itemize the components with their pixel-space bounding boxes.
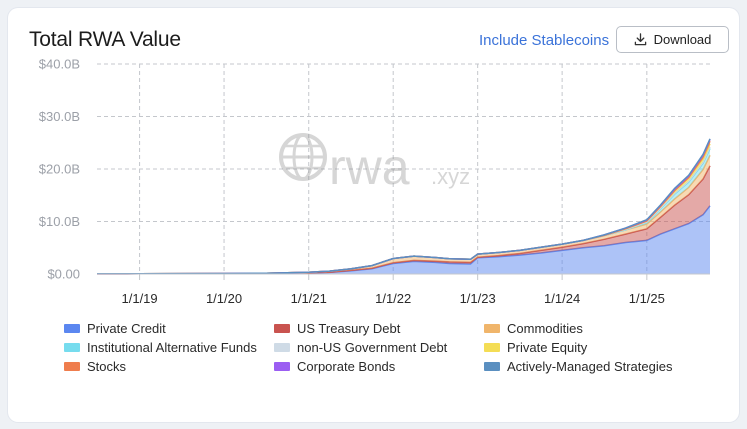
legend-label: non-US Government Debt bbox=[297, 339, 448, 355]
legend-swatch bbox=[64, 342, 80, 352]
watermark-suffix: .xyz bbox=[431, 164, 470, 189]
watermark: rwa .xyz bbox=[279, 133, 470, 195]
stacked-areas bbox=[96, 138, 711, 275]
y-tick-label: $40.0B bbox=[39, 57, 80, 72]
legend-item[interactable]: Private Credit bbox=[64, 320, 274, 336]
chart-legend: Private Credit US Treasury Debt Commoditie… bbox=[64, 320, 704, 374]
legend-label: Private Credit bbox=[87, 320, 166, 336]
x-tick-label: 1/1/21 bbox=[291, 291, 327, 306]
legend-label: Actively-Managed Strategies bbox=[507, 358, 673, 374]
x-tick-label: 1/1/25 bbox=[629, 291, 665, 306]
legend-item[interactable]: Actively-Managed Strategies bbox=[484, 358, 694, 374]
legend-swatch bbox=[274, 342, 290, 352]
legend-swatch bbox=[274, 323, 290, 333]
legend-item[interactable]: Stocks bbox=[64, 358, 274, 374]
include-stablecoins-link[interactable]: Include Stablecoins bbox=[479, 32, 610, 49]
legend-swatch bbox=[484, 342, 500, 352]
globe-icon bbox=[279, 133, 327, 181]
x-tick-label: 1/1/19 bbox=[122, 291, 158, 306]
legend-label: Corporate Bonds bbox=[297, 358, 396, 374]
legend-swatch bbox=[484, 361, 500, 371]
watermark-text: rwa bbox=[329, 139, 410, 195]
legend-item[interactable]: Private Equity bbox=[484, 339, 694, 355]
x-tick-label: 1/1/23 bbox=[460, 291, 496, 306]
chart-axes: $0.00 $10.0B $20.0B $30.0B $40.0B 1/1/19 1/1/2… bbox=[39, 57, 710, 306]
legend-swatch bbox=[64, 323, 80, 333]
y-tick-label: $20.0B bbox=[39, 162, 80, 177]
download-label: Download bbox=[653, 32, 712, 47]
legend-item[interactable]: Commodities bbox=[484, 320, 694, 336]
download-button[interactable]: Download bbox=[616, 26, 729, 53]
x-tick-label: 1/1/20 bbox=[206, 291, 242, 306]
legend-item[interactable]: Institutional Alternative Funds bbox=[64, 339, 274, 355]
legend-item[interactable]: Corporate Bonds bbox=[274, 358, 484, 374]
y-tick-label: $0.00 bbox=[47, 267, 80, 282]
x-tick-label: 1/1/24 bbox=[544, 291, 580, 306]
legend-swatch bbox=[484, 323, 500, 333]
legend-label: Institutional Alternative Funds bbox=[87, 339, 257, 355]
legend-label: Private Equity bbox=[507, 339, 588, 355]
legend-item[interactable]: US Treasury Debt bbox=[274, 320, 484, 336]
series-area-private-credit[interactable] bbox=[97, 205, 710, 274]
legend-item[interactable]: non-US Government Debt bbox=[274, 339, 484, 355]
chart-grid bbox=[97, 63, 710, 275]
page-title: Total RWA Value bbox=[29, 28, 181, 51]
legend-swatch bbox=[274, 361, 290, 371]
series-line-actively-managed-strategies bbox=[97, 138, 711, 275]
legend-label: Commodities bbox=[507, 320, 583, 336]
rwa-value-card: Total RWA Value Include Stablecoins Down… bbox=[8, 8, 739, 422]
legend-label: Stocks bbox=[87, 358, 127, 374]
legend-swatch bbox=[64, 361, 80, 371]
x-tick-label: 1/1/22 bbox=[375, 291, 411, 306]
legend-label: US Treasury Debt bbox=[297, 320, 401, 336]
download-icon bbox=[634, 33, 646, 46]
y-tick-label: $10.0B bbox=[39, 214, 80, 229]
y-tick-label: $30.0B bbox=[39, 109, 80, 124]
